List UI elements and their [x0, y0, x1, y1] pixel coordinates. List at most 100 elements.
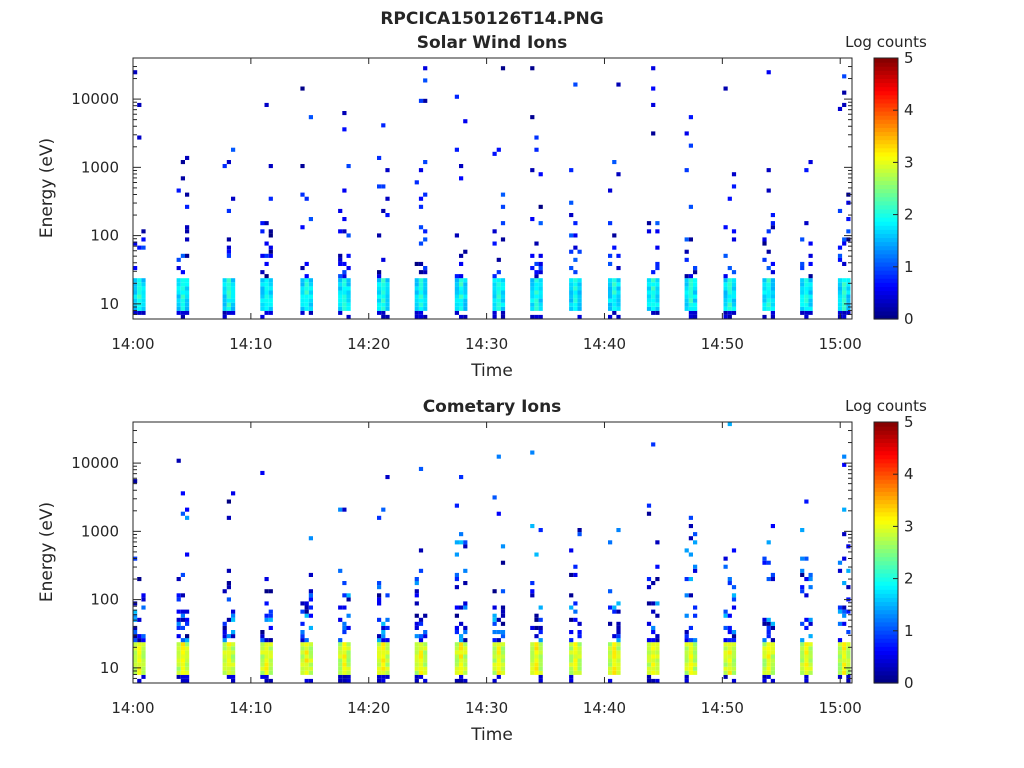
colorbar-tick-label: 1	[904, 258, 914, 276]
heatmap-cell	[342, 642, 347, 647]
heatmap-cell	[569, 278, 574, 283]
heatmap-cell	[800, 278, 805, 283]
heatmap-cell	[454, 306, 459, 311]
heatmap-cell	[226, 650, 231, 655]
heatmap-cell	[492, 298, 497, 303]
heatmap-cell	[381, 290, 386, 295]
heatmap-cell	[304, 613, 309, 618]
heatmap-cell	[133, 670, 138, 675]
colorbar-segment	[874, 245, 898, 251]
heatmap-cell	[180, 294, 185, 299]
colorbar-segment	[874, 544, 898, 550]
heatmap-cell	[338, 274, 343, 279]
heatmap-cell	[612, 294, 617, 299]
heatmap-cell	[723, 282, 728, 287]
heatmap-cell	[454, 658, 459, 663]
heatmap-cell	[804, 662, 809, 667]
heatmap-cell	[459, 286, 464, 291]
heatmap-cell	[723, 286, 728, 291]
heatmap-cell	[180, 302, 185, 307]
heatmap-cell	[414, 642, 419, 647]
heatmap-cell	[616, 650, 621, 655]
heatmap-cell	[133, 306, 138, 311]
heatmap-cell	[608, 302, 613, 307]
heatmap-cell	[612, 658, 617, 663]
heatmap-cell	[646, 577, 652, 582]
heatmap-cell	[569, 670, 574, 675]
heatmap-cell	[573, 642, 578, 647]
heatmap-cell	[180, 572, 185, 577]
heatmap-cell	[137, 298, 142, 303]
heatmap-cell	[804, 593, 809, 598]
heatmap-cell	[381, 646, 386, 651]
heatmap-cell	[612, 310, 617, 315]
heatmap-cell	[500, 662, 506, 667]
heatmap-cell	[770, 270, 775, 275]
heatmap-cell	[423, 298, 428, 303]
heatmap-cell	[459, 646, 464, 651]
heatmap-cell	[141, 597, 146, 602]
heatmap-cell	[688, 310, 693, 315]
heatmap-cell	[176, 593, 181, 598]
heatmap-cell	[414, 634, 419, 639]
heatmap-cell	[684, 674, 689, 679]
colorbar-segment	[874, 678, 898, 684]
heatmap-cell	[137, 286, 142, 291]
heatmap-cell	[608, 314, 613, 319]
heatmap-cell	[766, 662, 771, 667]
heatmap-cell	[185, 650, 190, 655]
heatmap-cell	[688, 294, 693, 299]
heatmap-cell	[185, 253, 190, 258]
heatmap-cell	[500, 666, 506, 671]
heatmap-cell	[766, 646, 771, 651]
heatmap-cell	[141, 237, 146, 242]
heatmap-cell	[231, 294, 236, 299]
heatmap-cell	[731, 294, 737, 299]
heatmap-cell	[651, 302, 656, 307]
heatmap-cell	[268, 278, 273, 283]
x-axis-label-solar-wind: Time	[470, 361, 513, 381]
heatmap-cell	[226, 634, 231, 639]
heatmap-cell	[346, 597, 351, 602]
heatmap-cell	[766, 282, 771, 287]
heatmap-cell	[727, 670, 732, 675]
heatmap-cell	[608, 261, 613, 266]
heatmap-cell	[762, 617, 767, 622]
heatmap-cell	[463, 544, 468, 549]
heatmap-cell	[133, 290, 138, 295]
heatmap-cell	[492, 678, 497, 683]
heatmap-cell	[804, 282, 809, 287]
heatmap-cell	[530, 450, 535, 455]
heatmap-cell	[846, 630, 851, 635]
colorbar-segment	[874, 127, 898, 133]
heatmap-cell	[342, 581, 347, 586]
heatmap-cell	[770, 625, 775, 630]
heatmap-cell	[496, 294, 501, 299]
heatmap-cell	[492, 670, 497, 675]
heatmap-cell	[342, 282, 347, 287]
heatmap-cell	[137, 290, 142, 295]
heatmap-cell	[308, 670, 313, 675]
heatmap-cell	[418, 548, 424, 553]
heatmap-cell	[226, 662, 231, 667]
axes-cometary: 14:00 14:10 14:20 14:30 14:40 14:50 15:0010100…	[71, 421, 862, 717]
heatmap-cell	[573, 572, 578, 577]
heatmap-cell	[423, 646, 428, 651]
heatmap-cell	[222, 630, 227, 635]
heatmap-cell	[842, 314, 847, 319]
heatmap-cell	[133, 650, 138, 655]
heatmap-cell	[651, 650, 656, 655]
heatmap-cell	[688, 658, 693, 663]
heatmap-cell	[616, 634, 621, 639]
colorbar-segment	[874, 294, 898, 300]
heatmap-cell	[538, 290, 543, 295]
plot-frame	[132, 57, 853, 320]
heatmap-cell	[530, 658, 535, 663]
heatmap-cell	[133, 662, 138, 667]
heatmap-cell	[727, 278, 732, 283]
heatmap-cell	[260, 298, 265, 303]
heatmap-cell	[264, 658, 269, 663]
heatmap-cell	[414, 314, 419, 319]
heatmap-cell	[723, 298, 728, 303]
